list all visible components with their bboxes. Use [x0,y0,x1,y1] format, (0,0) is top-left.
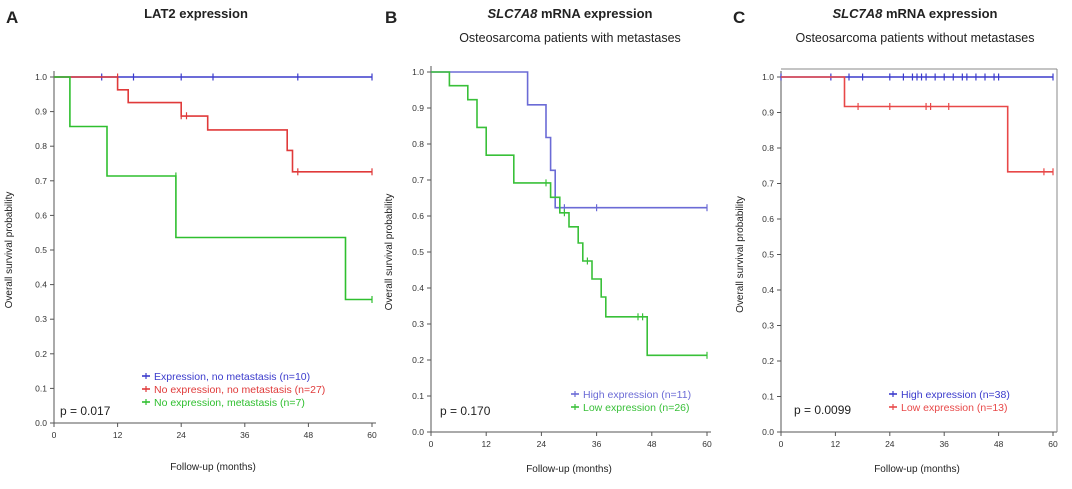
title-text: LAT2 expression [144,6,248,21]
chart-title: LAT2 expression [144,6,248,21]
y-tick-label: 0.8 [762,143,774,153]
series-line-2 [431,71,707,357]
x-tick-label: 36 [939,439,949,449]
y-tick-label: 0.1 [762,392,774,402]
panel-letter: A [6,8,18,27]
x-tick-label: 24 [885,439,895,449]
series-line-3 [54,76,372,301]
x-axis-label: Follow-up (months) [874,464,960,475]
y-axis-label: Overall survival probability [4,192,15,309]
x-axis-label: Follow-up (months) [526,464,612,475]
x-tick-label: 0 [52,430,57,440]
y-tick-label: 0.5 [412,247,424,257]
x-tick-label: 48 [304,430,314,440]
chart-panel-b: B SLC7A8 mRNA expression Osteosarcoma pati… [384,6,712,475]
y-tick-label: 0.1 [35,383,47,393]
title-text: mRNA expression [537,6,652,21]
chart-title: SLC7A8 mRNA expression [488,6,653,21]
y-tick-label: 0.3 [762,321,774,331]
y-tick-label: 0.2 [412,355,424,365]
y-tick-label: 0.0 [35,418,47,428]
gene-name: SLC7A8 [833,6,884,21]
series-line-1 [431,71,707,209]
y-tick-label: 0.3 [412,319,424,329]
y-axis-label: Overall survival probability [384,194,395,311]
y-tick-label: 0.4 [412,283,424,293]
x-axis-label: Follow-up (months) [170,462,256,473]
gene-name: SLC7A8 [488,6,539,21]
y-axis-label: Overall survival probability [735,196,746,313]
y-tick-label: 0.4 [762,285,774,295]
legend-label: No expression, no metastasis (n=27) [154,384,325,396]
legend-label: Low expression (n=13) [901,402,1008,414]
y-tick-label: 0.4 [35,280,47,290]
x-tick-label: 24 [176,430,186,440]
y-tick-label: 0.9 [35,107,47,117]
x-tick-label: 12 [831,439,841,449]
y-tick-label: 1.0 [762,72,774,82]
x-tick-label: 60 [702,439,712,449]
y-tick-label: 0.1 [412,391,424,401]
y-tick-label: 0.6 [412,211,424,221]
y-tick-label: 0.3 [35,314,47,324]
y-tick-label: 1.0 [35,72,47,82]
chart-panel-c: C SLC7A8 mRNA expression Osteosarcoma pati… [733,6,1058,475]
p-value: p = 0.017 [60,404,111,418]
y-tick-label: 0.2 [762,356,774,366]
y-tick-label: 0.0 [412,427,424,437]
panel-letter: C [733,8,745,27]
y-tick-label: 0.7 [412,175,424,185]
y-tick-label: 0.8 [412,139,424,149]
x-tick-label: 0 [779,439,784,449]
x-tick-label: 48 [647,439,657,449]
y-tick-label: 0.5 [35,245,47,255]
legend-label: No expression, metastasis (n=7) [154,397,305,409]
chart-subtitle: Osteosarcoma patients with metastases [459,31,681,45]
panel-letter: B [385,8,397,27]
x-tick-label: 36 [240,430,250,440]
legend-label: High expression (n=11) [583,389,691,401]
y-tick-label: 0.9 [412,103,424,113]
chart-panel-a: A LAT2 expression 0.0 0.1 0.2 0.3 0.4 0.5 0.6 0.7… [4,6,377,473]
y-tick-label: 0.0 [762,427,774,437]
y-tick-label: 1.0 [412,67,424,77]
legend-label: Expression, no metastasis (n=10) [154,371,310,383]
p-value: p = 0.0099 [794,403,851,417]
y-tick-label: 0.8 [35,141,47,151]
x-tick-label: 24 [537,439,547,449]
chart-title: SLC7A8 mRNA expression [833,6,998,21]
x-tick-label: 12 [113,430,123,440]
x-tick-label: 60 [367,430,377,440]
y-tick-label: 0.7 [35,176,47,186]
y-tick-label: 0.5 [762,250,774,260]
series-line-2 [54,76,372,173]
legend-label: High expression (n=38) [901,389,1010,401]
title-text: mRNA expression [882,6,997,21]
x-tick-label: 60 [1048,439,1058,449]
y-tick-label: 0.6 [35,210,47,220]
y-tick-label: 0.2 [35,349,47,359]
x-tick-label: 36 [592,439,602,449]
x-tick-label: 48 [994,439,1004,449]
y-tick-label: 0.9 [762,108,774,118]
p-value: p = 0.170 [440,404,491,418]
chart-subtitle: Osteosarcoma patients without metastases [795,31,1034,45]
x-tick-label: 12 [481,439,491,449]
legend-label: Low expression (n=26) [583,402,690,414]
y-tick-label: 0.7 [762,179,774,189]
series-line-2 [781,76,1053,173]
y-tick-label: 0.6 [762,214,774,224]
x-tick-label: 0 [429,439,434,449]
